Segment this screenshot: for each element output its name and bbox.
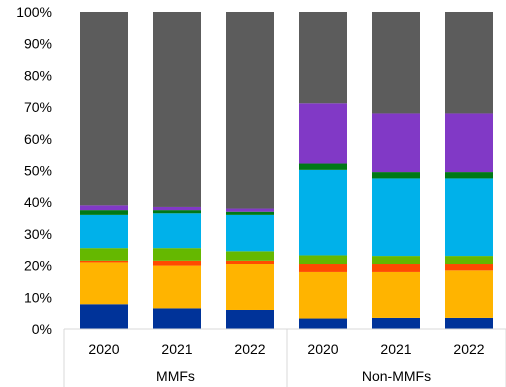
bar-segment [372, 113, 420, 173]
group-label: Non-MMFs [362, 368, 431, 384]
bar-segment [80, 214, 128, 249]
bar-segment [226, 260, 274, 265]
bar-segment [299, 255, 347, 265]
bar-column [153, 12, 201, 329]
y-tick-label: 30% [24, 226, 52, 242]
bar-segment [299, 169, 347, 256]
group-label: MMFs [156, 368, 195, 384]
bar-segment [372, 178, 420, 257]
bar-segment [445, 178, 493, 257]
x-tick-label: 2020 [88, 341, 119, 357]
x-tick-label: 2021 [161, 341, 192, 357]
bar-column [445, 12, 493, 329]
bar-segment [153, 248, 201, 261]
bar-segment [299, 163, 347, 170]
y-tick-label: 100% [16, 4, 52, 20]
bar-segment [299, 12, 347, 104]
bar-segment [372, 317, 420, 329]
bar-segment [445, 264, 493, 271]
bar-segment [153, 308, 201, 329]
y-tick-label: 80% [24, 67, 52, 83]
y-tick-label: 70% [24, 99, 52, 115]
bar-segment [445, 113, 493, 173]
y-tick-label: 0% [32, 321, 52, 337]
bar-segment [226, 214, 274, 252]
bar-segment [153, 210, 201, 214]
bar-segment [226, 251, 274, 261]
bar-segment [153, 213, 201, 249]
bar-segment [153, 260, 201, 266]
bar-column [372, 12, 420, 329]
bar-segment [299, 271, 347, 319]
y-tick-label: 20% [24, 258, 52, 274]
x-tick-label: 2022 [453, 341, 484, 357]
bar-column [299, 12, 347, 329]
bar-segment [445, 270, 493, 318]
bar-column [226, 12, 274, 329]
bar-segment [226, 264, 274, 310]
bar-segment [299, 318, 347, 329]
y-axis: 0% 10% 20% 30% 40% 50% 60% 70% 80% 90% 100% [16, 4, 52, 337]
y-tick-label: 60% [24, 131, 52, 147]
y-tick-label: 10% [24, 289, 52, 305]
bar-segment [445, 12, 493, 114]
bar-segment [80, 12, 128, 206]
bar-segment [80, 210, 128, 215]
x-tick-label: 2020 [307, 341, 338, 357]
y-tick-label: 50% [24, 163, 52, 179]
bar-segment [226, 208, 274, 212]
bar-segment [299, 103, 347, 164]
bar-segment [153, 12, 201, 207]
bar-segment [372, 271, 420, 318]
bar-segment [226, 309, 274, 329]
bar-segment [372, 172, 420, 179]
y-tick-label: 90% [24, 36, 52, 52]
bar-segment [226, 12, 274, 209]
bar-segment [80, 248, 128, 261]
bar-segment [80, 262, 128, 305]
x-tick-label: 2021 [380, 341, 411, 357]
bar-segment [226, 211, 274, 215]
bar-segment [445, 317, 493, 329]
bar-segment [80, 260, 128, 263]
bar-segment [372, 12, 420, 114]
bar-column [80, 12, 128, 329]
bar-segment [153, 206, 201, 211]
bar-segment [372, 256, 420, 265]
bar-segment [80, 304, 128, 329]
bar-segment [153, 265, 201, 309]
bar-segment [372, 264, 420, 272]
bar-segment [445, 256, 493, 265]
bars [80, 12, 493, 329]
bar-segment [445, 172, 493, 179]
x-tick-label: 2022 [234, 341, 265, 357]
bar-segment [80, 205, 128, 211]
bar-segment [299, 264, 347, 272]
x-axis: 2020 2021 2022 2020 2021 2022 MMFs Non-MMFs [63, 328, 506, 387]
y-tick-label: 40% [24, 194, 52, 210]
